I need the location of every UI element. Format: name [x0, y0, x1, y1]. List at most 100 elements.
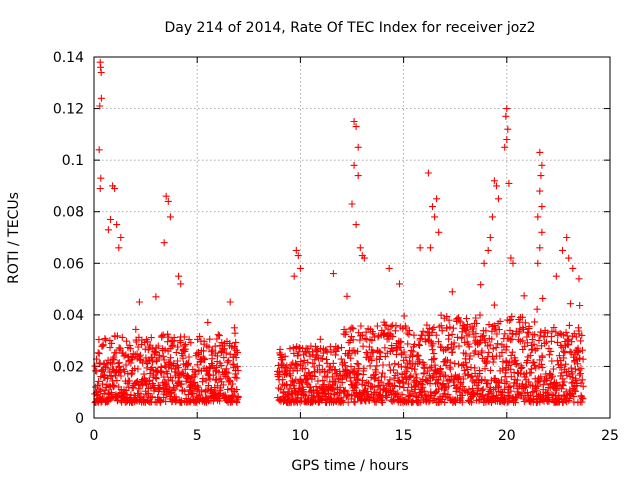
data-point [329, 359, 337, 367]
data-point [344, 349, 352, 357]
data-point [465, 330, 473, 338]
data-point [466, 352, 474, 360]
data-point [181, 387, 189, 395]
data-point [312, 383, 320, 391]
data-point [490, 301, 498, 309]
data-point [225, 357, 233, 365]
data-point [202, 376, 210, 384]
data-point [558, 369, 566, 377]
data-point [209, 371, 217, 379]
data-point [381, 373, 389, 381]
data-point [548, 391, 556, 398]
data-point [508, 348, 516, 356]
data-point [223, 358, 231, 366]
data-point [205, 343, 213, 351]
data-point [290, 349, 298, 357]
data-point [149, 358, 157, 366]
data-point [167, 354, 175, 362]
data-point [446, 365, 454, 373]
data-point [162, 192, 170, 200]
data-point [459, 383, 467, 390]
data-point [476, 311, 484, 319]
data-point [484, 379, 492, 387]
data-point [459, 375, 467, 383]
data-point [291, 387, 299, 395]
data-point [530, 340, 538, 348]
data-point [384, 380, 392, 388]
data-point [482, 327, 490, 335]
data-point [539, 294, 547, 302]
data-point [162, 398, 170, 406]
data-point [347, 354, 355, 362]
data-point [368, 357, 376, 364]
data-point [439, 380, 447, 388]
data-point [507, 387, 515, 395]
data-point [492, 391, 500, 399]
data-point [315, 361, 323, 369]
data-point [518, 364, 526, 371]
data-point [480, 259, 488, 267]
data-point [500, 385, 508, 393]
data-point [343, 292, 351, 300]
data-point [319, 377, 327, 384]
data-point [234, 392, 242, 400]
data-point [226, 298, 234, 306]
data-point [286, 345, 294, 353]
data-point [503, 378, 511, 386]
data-point [499, 358, 507, 366]
data-point [220, 354, 228, 362]
data-point [179, 354, 187, 362]
data-point [458, 334, 466, 342]
data-point [530, 358, 538, 366]
data-point [348, 333, 355, 341]
data-point [337, 355, 345, 363]
data-point [318, 355, 326, 363]
data-point [385, 361, 393, 369]
data-point [517, 362, 525, 370]
data-point [374, 333, 382, 341]
data-point [566, 300, 574, 308]
data-point [579, 395, 587, 403]
data-point [406, 392, 414, 400]
data-point [461, 327, 469, 334]
data-point [293, 360, 301, 368]
data-point [353, 376, 361, 384]
data-point [542, 377, 550, 384]
data-point [193, 349, 201, 357]
y-axis-ticks: 0 0.02 0.04 0.06 0.08 0.1 0.12 0.14 [53, 50, 610, 427]
data-point [559, 382, 567, 390]
data-point [309, 359, 317, 367]
data-point [97, 373, 105, 381]
data-point [455, 342, 463, 350]
data-point [108, 339, 116, 347]
data-point [375, 356, 383, 363]
data-point [578, 393, 586, 401]
data-point [156, 383, 164, 391]
data-point [446, 323, 454, 331]
data-point [97, 69, 105, 76]
data-point [350, 366, 358, 374]
data-point [519, 337, 527, 345]
data-point [526, 352, 534, 359]
data-point [348, 324, 356, 332]
y-tick-label: 0.12 [53, 102, 84, 118]
data-point [113, 377, 121, 384]
data-point [504, 388, 512, 396]
data-point [420, 370, 428, 378]
data-point [148, 393, 156, 401]
data-point [332, 351, 339, 359]
data-point [135, 298, 143, 306]
data-point [109, 355, 117, 363]
data-point [507, 254, 515, 262]
data-point [431, 213, 439, 221]
x-tick-label: 20 [498, 428, 516, 444]
data-point [367, 353, 375, 361]
data-point [174, 343, 182, 351]
data-point [458, 398, 466, 406]
x-tick-label: 25 [601, 428, 619, 444]
data-point [293, 391, 301, 399]
data-point [311, 372, 319, 380]
data-point [214, 352, 221, 360]
data-point [523, 333, 531, 341]
data-point [177, 280, 185, 288]
